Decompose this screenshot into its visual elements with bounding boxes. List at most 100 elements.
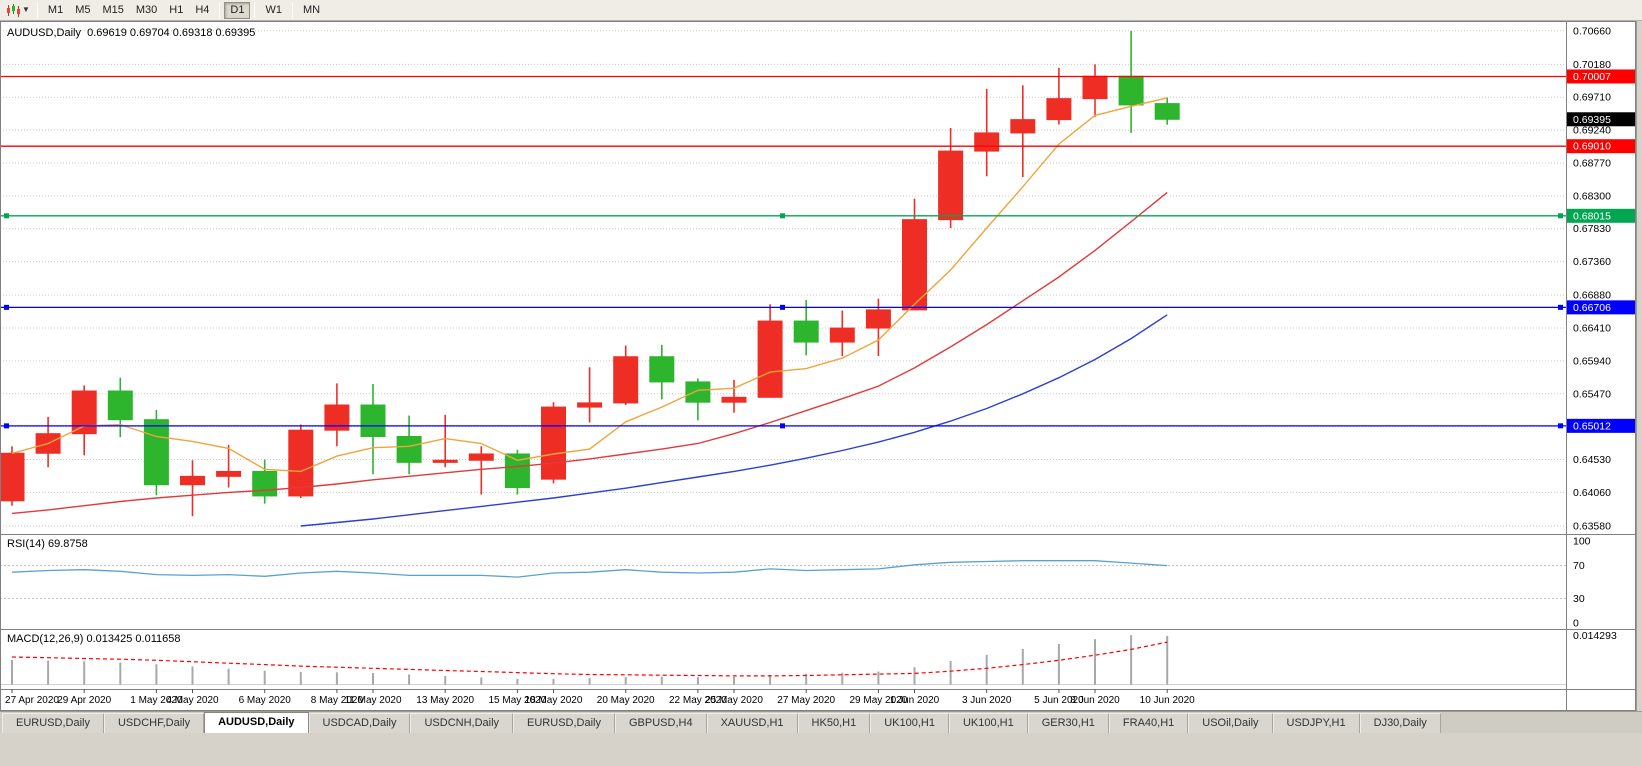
svg-text:8 Jun 2020: 8 Jun 2020 bbox=[1070, 695, 1120, 706]
ma-slow-line bbox=[300, 314, 1168, 527]
svg-text:0.70007: 0.70007 bbox=[1573, 71, 1611, 83]
rsi-panel: 100 70 30 0 bbox=[0, 536, 1591, 630]
price-gridlines bbox=[0, 30, 1566, 527]
svg-text:0.67830: 0.67830 bbox=[1573, 223, 1611, 235]
svg-text:4 May 2020: 4 May 2020 bbox=[166, 695, 219, 706]
timeframe-button-mn[interactable]: MN bbox=[297, 2, 326, 19]
svg-text:0.67360: 0.67360 bbox=[1573, 256, 1611, 268]
toolbar-separator bbox=[219, 2, 221, 18]
chart-tab-usdcnh-daily[interactable]: USDCNH,Daily bbox=[410, 713, 514, 733]
candlestick-chart-icon bbox=[7, 3, 20, 17]
ma-fast-line bbox=[11, 97, 1168, 473]
svg-text:8 May 2020: 8 May 2020 bbox=[311, 695, 364, 706]
svg-text:13 May 2020: 13 May 2020 bbox=[416, 695, 474, 706]
svg-text:0.66410: 0.66410 bbox=[1573, 323, 1611, 335]
svg-text:3 Jun 2020: 3 Jun 2020 bbox=[962, 695, 1012, 706]
timeframe-button-w1[interactable]: W1 bbox=[259, 2, 288, 19]
level-line-0.66706[interactable]: 0.66706 bbox=[0, 300, 1635, 315]
svg-text:0.66880: 0.66880 bbox=[1573, 290, 1611, 302]
toolbar-separator bbox=[254, 2, 256, 18]
macd-panel: 0.014293 bbox=[0, 630, 1617, 686]
chart-tab-bar: EURUSD,Daily USDCHF,Daily AUDUSD,Daily USDC… bbox=[0, 711, 1642, 733]
svg-text:0.69240: 0.69240 bbox=[1573, 125, 1611, 137]
svg-text:0.68770: 0.68770 bbox=[1573, 157, 1611, 169]
chart-tab-ger30-h1[interactable]: GER30,H1 bbox=[1027, 713, 1109, 733]
svg-text:0.65470: 0.65470 bbox=[1573, 388, 1611, 400]
svg-text:27 May 2020: 27 May 2020 bbox=[777, 695, 835, 706]
chart-tab-dj30-daily[interactable]: DJ30,Daily bbox=[1359, 713, 1441, 733]
svg-text:0.70660: 0.70660 bbox=[1573, 25, 1611, 37]
svg-text:0.64530: 0.64530 bbox=[1573, 454, 1611, 466]
svg-text:29 Apr 2020: 29 Apr 2020 bbox=[57, 695, 111, 706]
svg-text:30: 30 bbox=[1573, 593, 1585, 605]
svg-text:0.64060: 0.64060 bbox=[1573, 487, 1611, 499]
chart-tab-hk50-h1[interactable]: HK50,H1 bbox=[797, 713, 871, 733]
price-chart-canvas[interactable]: 0.70660 0.70180 0.69710 0.69240 0.68770 0.683… bbox=[0, 21, 1636, 711]
chart-tab-uk100-h1[interactable]: UK100,H1 bbox=[870, 713, 949, 733]
svg-text:0.65012: 0.65012 bbox=[1573, 420, 1611, 432]
timeframe-button-h4[interactable]: H4 bbox=[189, 2, 215, 19]
svg-text:6 May 2020: 6 May 2020 bbox=[239, 695, 292, 706]
timeframe-buttons: M1 M5 M15 M30 H1 H4 D1 W1 MN bbox=[42, 1, 326, 19]
svg-text:0.68300: 0.68300 bbox=[1573, 190, 1611, 202]
svg-text:10 Jun 2020: 10 Jun 2020 bbox=[1140, 695, 1195, 706]
toolbar-separator bbox=[291, 2, 293, 18]
chart-tab-xauusd-h1[interactable]: XAUUSD,H1 bbox=[706, 713, 798, 733]
svg-text:70: 70 bbox=[1573, 560, 1585, 572]
svg-text:15 May 2020: 15 May 2020 bbox=[488, 695, 546, 706]
svg-text:5 Jun 2020: 5 Jun 2020 bbox=[1034, 695, 1084, 706]
svg-text:22 May 2020: 22 May 2020 bbox=[669, 695, 727, 706]
svg-text:0: 0 bbox=[1573, 618, 1579, 630]
current-price-label: 0.69395 bbox=[1567, 112, 1635, 127]
level-line-0.69010[interactable]: 0.69010 bbox=[0, 139, 1635, 154]
svg-text:0.63580: 0.63580 bbox=[1573, 521, 1611, 533]
svg-text:1 May 2020: 1 May 2020 bbox=[130, 695, 183, 706]
chart-tab-usdchf-daily[interactable]: USDCHF,Daily bbox=[103, 713, 205, 733]
svg-text:0.69710: 0.69710 bbox=[1573, 92, 1611, 104]
chart-tab-usoil-daily[interactable]: USOil,Daily bbox=[1188, 713, 1273, 733]
svg-text:27 Apr 2020: 27 Apr 2020 bbox=[5, 695, 59, 706]
chart-tab-audusd-daily[interactable]: AUDUSD,Daily bbox=[204, 712, 309, 733]
timeframe-button-m5[interactable]: M5 bbox=[69, 2, 96, 19]
chevron-down-icon: ▼ bbox=[22, 5, 30, 14]
svg-text:1 Jun 2020: 1 Jun 2020 bbox=[890, 695, 940, 706]
svg-text:20 May 2020: 20 May 2020 bbox=[597, 695, 655, 706]
timeframe-button-h1[interactable]: H1 bbox=[163, 2, 189, 19]
timeframe-button-m15[interactable]: M15 bbox=[96, 2, 129, 19]
chart-tab-fra40-h1[interactable]: FRA40,H1 bbox=[1108, 713, 1189, 733]
ma-mid-line bbox=[11, 191, 1168, 515]
chart-tab-usdjpy-h1[interactable]: USDJPY,H1 bbox=[1272, 713, 1360, 733]
level-line-0.70007[interactable]: 0.70007 bbox=[0, 69, 1635, 84]
toolbar-separator bbox=[36, 2, 38, 18]
chart-window: 0.70660 0.70180 0.69710 0.69240 0.68770 0.683… bbox=[0, 21, 1636, 711]
macd-signal-line bbox=[11, 641, 1168, 677]
candlesticks bbox=[0, 30, 1180, 517]
chart-tab-gbpusd-h4[interactable]: GBPUSD,H4 bbox=[615, 713, 707, 733]
svg-text:0.66706: 0.66706 bbox=[1573, 302, 1611, 314]
svg-text:100: 100 bbox=[1573, 536, 1591, 548]
rsi-line bbox=[11, 560, 1168, 578]
svg-text:0.69010: 0.69010 bbox=[1573, 141, 1611, 153]
chart-tab-eurusd-daily[interactable]: EURUSD,Daily bbox=[2, 713, 104, 733]
svg-text:25 May 2020: 25 May 2020 bbox=[705, 695, 763, 706]
chart-tab-uk100-h1[interactable]: UK100,H1 bbox=[948, 713, 1028, 733]
svg-text:29 May 2020: 29 May 2020 bbox=[849, 695, 907, 706]
macd-scale-label: 0.014293 bbox=[1573, 630, 1617, 642]
svg-text:0.69395: 0.69395 bbox=[1573, 114, 1611, 126]
svg-text:0.65940: 0.65940 bbox=[1573, 355, 1611, 367]
svg-text:11 May 2020: 11 May 2020 bbox=[344, 695, 402, 706]
timeframe-button-m1[interactable]: M1 bbox=[42, 2, 69, 19]
timeframe-button-d1[interactable]: D1 bbox=[224, 1, 251, 19]
svg-text:18 May 2020: 18 May 2020 bbox=[525, 695, 583, 706]
level-line-0.68015[interactable]: 0.68015 bbox=[0, 208, 1635, 223]
chart-type-button[interactable]: ▼ bbox=[3, 2, 33, 19]
timeframe-button-m30[interactable]: M30 bbox=[130, 2, 163, 19]
chart-tab-usdcad-daily[interactable]: USDCAD,Daily bbox=[308, 713, 411, 733]
svg-text:0.68015: 0.68015 bbox=[1573, 210, 1611, 222]
chart-tab-eurusd-daily[interactable]: EURUSD,Daily bbox=[513, 713, 615, 733]
svg-text:0.70180: 0.70180 bbox=[1573, 59, 1611, 71]
level-line-0.65012[interactable]: 0.65012 bbox=[0, 418, 1635, 433]
window-right-border bbox=[1636, 21, 1642, 711]
